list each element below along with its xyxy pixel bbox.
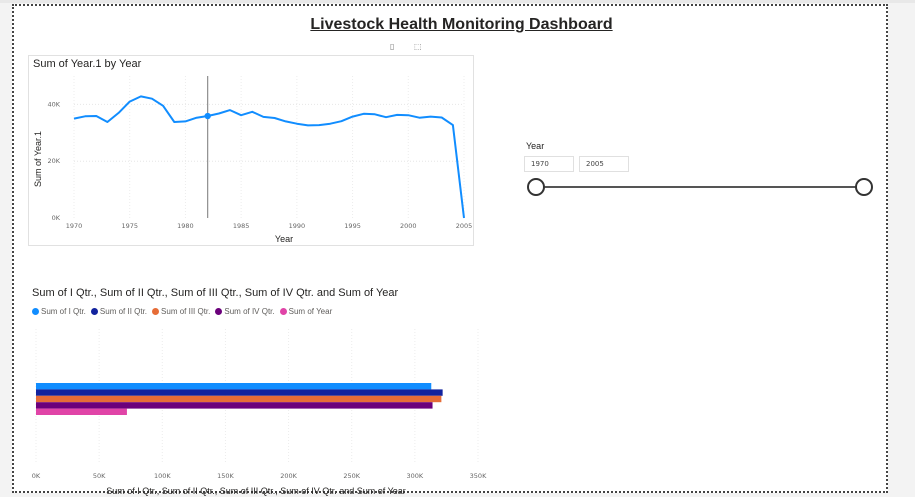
bar bbox=[36, 395, 442, 403]
bar bbox=[36, 383, 432, 390]
legend-label: Sum of IV Qtr. bbox=[224, 307, 275, 316]
line-chart-svg: 0K 20K 40K 1970 1975 1980 1985 1990 1995 2000 2005… bbox=[33, 76, 473, 244]
slicer-start-handle[interactable] bbox=[527, 178, 545, 196]
x-tick-label: 50K bbox=[93, 472, 106, 480]
y-axis-title: Sum of Year.1 bbox=[33, 131, 43, 187]
x-tick-label: 350K bbox=[470, 472, 487, 480]
x-axis-title: Sum of I Qtr., Sum of II Qtr., Sum of II… bbox=[106, 486, 406, 496]
x-tick-label: 0K bbox=[32, 472, 41, 480]
legend-marker bbox=[279, 308, 287, 315]
series-line bbox=[73, 95, 465, 219]
y-tick-label: 40K bbox=[47, 100, 60, 108]
legend-item[interactable]: Sum of I Qtr. bbox=[32, 307, 86, 316]
focus-mode-icon[interactable]: ⬚ bbox=[414, 42, 422, 51]
bar bbox=[36, 408, 127, 415]
x-tick-label: 1975 bbox=[121, 222, 138, 230]
legend-label: Sum of III Qtr. bbox=[161, 307, 211, 316]
x-tick-label: 1980 bbox=[177, 222, 194, 230]
x-tick-label: 100K bbox=[154, 472, 171, 480]
x-tick-label: 250K bbox=[343, 472, 360, 480]
legend-marker bbox=[32, 308, 39, 315]
legend-item[interactable]: Sum of Year bbox=[279, 307, 333, 316]
line-chart-title: Sum of Year.1 by Year bbox=[33, 58, 142, 70]
x-tick-label: 1970 bbox=[66, 222, 83, 230]
bar bbox=[36, 389, 443, 396]
x-tick-label: 2005 bbox=[456, 222, 473, 230]
y-tick-label: 20K bbox=[47, 157, 60, 165]
bar-chart-svg: 0K 50K 100K 150K 200K 250K 300K 350K Sum of I Qt… bbox=[32, 329, 487, 496]
year-slicer[interactable]: Year 1970 2005 bbox=[524, 139, 884, 209]
legend-marker bbox=[152, 308, 160, 315]
slicer-start-input[interactable]: 1970 bbox=[524, 156, 574, 172]
line-chart-visual[interactable]: 0K 20K 40K 1970 1975 1980 1985 1990 1995 2000 2005… bbox=[28, 55, 474, 246]
highlighted-point bbox=[204, 112, 211, 120]
legend-label: Sum of Year bbox=[288, 307, 333, 316]
x-axis-title: Year bbox=[275, 234, 293, 244]
filter-icon[interactable]: ▯ bbox=[390, 42, 395, 51]
x-tick-label: 2000 bbox=[400, 222, 417, 230]
legend-label: Sum of I Qtr. bbox=[41, 307, 86, 316]
dashboard-title: Livestock Health Monitoring Dashboard bbox=[310, 16, 613, 33]
x-tick-label: 1990 bbox=[289, 222, 306, 230]
slicer-label: Year bbox=[526, 141, 545, 151]
slicer-track[interactable] bbox=[536, 186, 864, 188]
legend-marker bbox=[215, 308, 223, 315]
legend-label: Sum of II Qtr. bbox=[99, 307, 148, 316]
bar-chart-legend: Sum of I Qtr. Sum of II Qtr. Sum of III Qt… bbox=[32, 307, 337, 316]
x-tick-label: 300K bbox=[407, 472, 424, 480]
x-tick-label: 150K bbox=[217, 472, 234, 480]
top-border bbox=[0, 0, 915, 3]
y-tick-label: 0K bbox=[52, 214, 61, 222]
legend-item[interactable]: Sum of IV Qtr. bbox=[215, 307, 275, 316]
legend-marker bbox=[90, 308, 98, 315]
bar-chart-title: Sum of I Qtr., Sum of II Qtr., Sum of II… bbox=[32, 287, 399, 299]
slicer-end-handle[interactable] bbox=[855, 178, 873, 196]
legend-item[interactable]: Sum of II Qtr. bbox=[90, 307, 148, 316]
x-tick-label: 1985 bbox=[233, 222, 250, 230]
bar bbox=[36, 402, 433, 409]
legend-item[interactable]: Sum of III Qtr. bbox=[152, 307, 210, 316]
report-canvas: Livestock Health Monitoring Dashboard ▯ … bbox=[12, 4, 888, 496]
x-tick-label: 200K bbox=[280, 472, 297, 480]
slicer-end-input[interactable]: 2005 bbox=[579, 156, 629, 172]
x-tick-label: 1995 bbox=[344, 222, 361, 230]
